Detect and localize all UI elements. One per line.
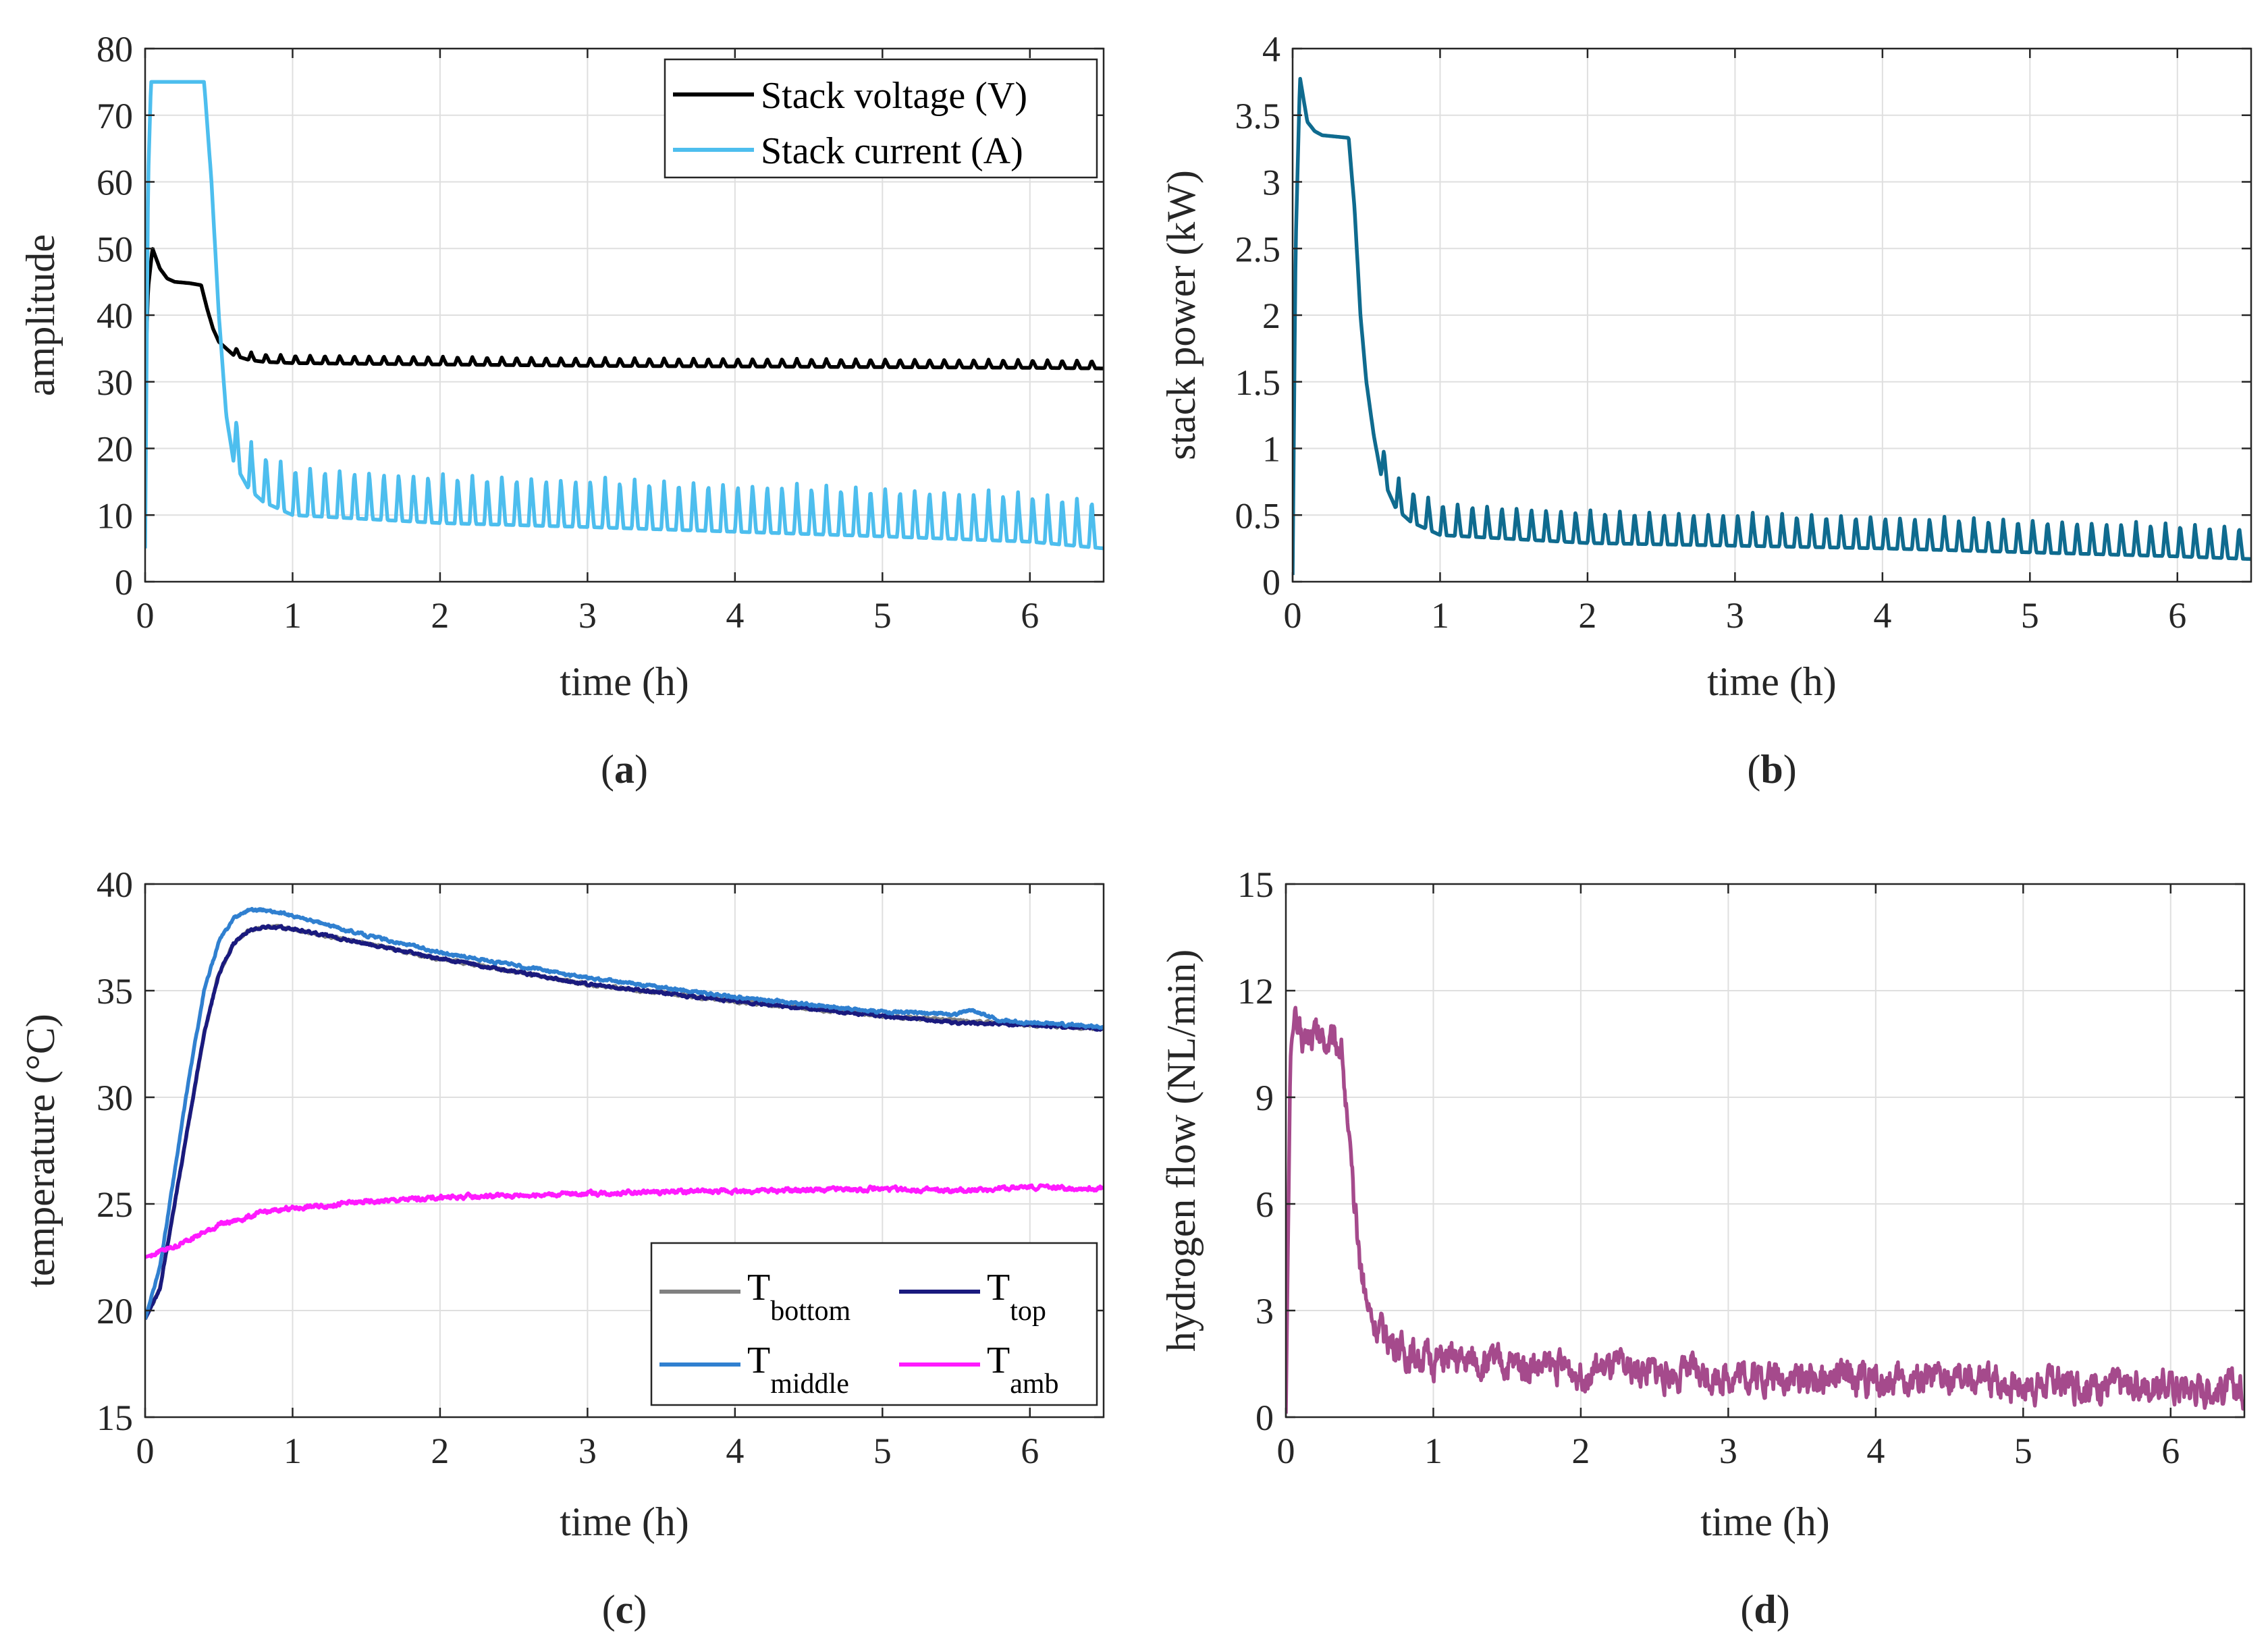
- x-tick-label: 0: [1277, 1431, 1295, 1471]
- panel-caption: (c): [602, 1587, 647, 1632]
- plot-area: [1286, 884, 2244, 1417]
- y-tick-label: 15: [1237, 864, 1274, 905]
- y-tick-label: 2.5: [1235, 229, 1281, 269]
- legend-entry: Stack voltage (V): [761, 75, 1027, 117]
- x-tick-label: 6: [2161, 1431, 2180, 1471]
- y-tick-label: 0: [1256, 1398, 1274, 1438]
- series-line-stack-current-a-: [145, 80, 1104, 551]
- x-tick-label: 6: [2168, 595, 2186, 636]
- x-tick-label: 5: [2014, 1431, 2032, 1471]
- y-tick-label: 4: [1262, 29, 1280, 70]
- series-line-stack-power: [1293, 77, 2251, 576]
- panel-caption: (d): [1740, 1587, 1789, 1632]
- x-tick-label: 6: [1021, 1431, 1039, 1471]
- x-tick-label: 5: [873, 595, 892, 636]
- x-tick-label: 4: [1866, 1431, 1885, 1471]
- legend: Stack voltage (V) Stack current (A): [664, 58, 1098, 179]
- x-axis-label: time (h): [1700, 1499, 1830, 1544]
- y-tick-label: 0: [1262, 562, 1280, 603]
- x-tick-label: 2: [431, 1431, 449, 1471]
- x-tick-label: 0: [136, 595, 155, 636]
- series-line-stack-voltage-v-: [145, 247, 1104, 382]
- x-tick-label: 2: [431, 595, 449, 636]
- panel-caption: (b): [1747, 747, 1796, 792]
- x-axis-label: time (h): [1707, 659, 1837, 704]
- x-axis-label: time (h): [560, 1499, 689, 1544]
- y-tick-label: 3: [1262, 163, 1280, 203]
- x-tick-label: 1: [1424, 1431, 1442, 1471]
- y-tick-label: 80: [97, 29, 133, 70]
- panel-caption: (a): [601, 747, 648, 792]
- y-tick-label: 15: [97, 1398, 133, 1438]
- axes-frame: [144, 883, 1105, 1419]
- x-tick-label: 3: [578, 1431, 597, 1471]
- series-line-amb: [145, 1183, 1104, 1259]
- x-tick-label: 1: [1431, 595, 1449, 636]
- x-tick-label: 3: [1726, 595, 1744, 636]
- y-tick-label: 20: [97, 429, 133, 470]
- y-tick-label: 40: [97, 864, 133, 905]
- legend-box: [664, 58, 1098, 179]
- x-tick-label: 4: [726, 595, 744, 636]
- y-tick-label: 2: [1262, 296, 1280, 336]
- x-tick-label: 1: [284, 1431, 302, 1471]
- y-tick-label: 0: [115, 562, 133, 603]
- x-tick-label: 2: [1578, 595, 1596, 636]
- y-tick-label: 3.5: [1235, 96, 1281, 136]
- y-tick-label: 3: [1256, 1291, 1274, 1331]
- y-tick-label: 20: [97, 1291, 133, 1331]
- y-tick-label: 35: [97, 971, 133, 1012]
- x-tick-label: 5: [2021, 595, 2039, 636]
- x-tick-label: 5: [873, 1431, 892, 1471]
- x-tick-label: 3: [578, 595, 597, 636]
- y-axis-label: temperature (°C): [18, 1014, 63, 1287]
- x-tick-label: 4: [726, 1431, 744, 1471]
- y-tick-label: 6: [1256, 1184, 1274, 1225]
- x-tick-label: 3: [1719, 1431, 1737, 1471]
- y-tick-label: 9: [1256, 1078, 1274, 1118]
- x-axis-label: time (h): [560, 659, 689, 704]
- x-tick-label: 2: [1571, 1431, 1590, 1471]
- y-tick-label: 1.5: [1235, 362, 1281, 403]
- series-line-hydrogen-flow: [1286, 1006, 2244, 1414]
- y-tick-label: 1: [1262, 429, 1280, 470]
- legend-entry: Tbottom: [747, 1267, 851, 1327]
- y-tick-label: 0.5: [1235, 495, 1281, 536]
- series-line-middle: [145, 906, 1104, 1320]
- legend-entry: Ttop: [987, 1267, 1046, 1327]
- y-axis-label: amplitude: [18, 234, 63, 396]
- chart-panel-c: 0 1 2 3 4 5 6 15 20 25 30 35 40 time (h) temperature (…: [18, 864, 1105, 1632]
- x-tick-label: 0: [1284, 595, 1302, 636]
- legend-box: [650, 1242, 1098, 1406]
- y-axis-label: hydrogen flow (NL/min): [1159, 949, 1204, 1352]
- y-axis-label: stack power (kW): [1159, 170, 1204, 460]
- legend-entry: Tmiddle: [747, 1340, 849, 1400]
- y-tick-label: 30: [97, 1078, 133, 1118]
- y-tick-label: 10: [97, 495, 133, 536]
- y-tick-label: 25: [97, 1184, 133, 1225]
- y-tick-label: 60: [97, 163, 133, 203]
- y-tick-label: 12: [1237, 971, 1274, 1012]
- chart-panel-b: 0 1 2 3 4 5 6 0 0.5 1 1.5 2 2.5 3 3.5 4 time (h) stack po…: [1159, 29, 2252, 792]
- y-tick-label: 70: [97, 96, 133, 136]
- legend: Tbottom Ttop Tmiddle Tamb: [650, 1242, 1098, 1406]
- series-line-top: [145, 924, 1104, 1320]
- x-tick-label: 4: [1873, 595, 1891, 636]
- legend-entry: Stack current (A): [761, 130, 1023, 172]
- legend-entry: Tamb: [987, 1340, 1059, 1400]
- y-tick-label: 40: [97, 296, 133, 336]
- y-tick-label: 50: [97, 229, 133, 269]
- x-tick-label: 1: [284, 595, 302, 636]
- axes-frame: [1285, 883, 2246, 1419]
- y-tick-label: 30: [97, 362, 133, 403]
- x-tick-label: 0: [136, 1431, 155, 1471]
- x-tick-label: 6: [1021, 595, 1039, 636]
